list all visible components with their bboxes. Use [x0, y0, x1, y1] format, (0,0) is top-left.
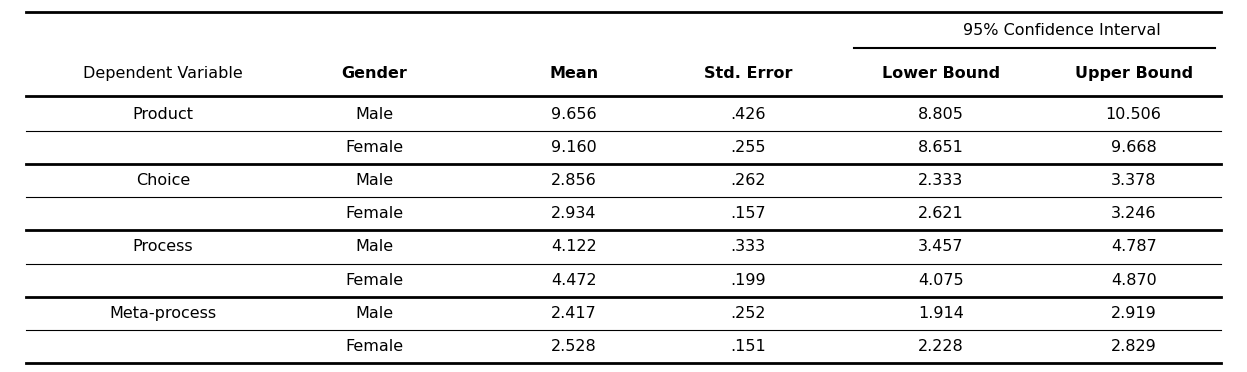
Text: 4.075: 4.075	[918, 273, 964, 288]
Text: Meta-process: Meta-process	[110, 306, 217, 321]
Text: .426: .426	[731, 106, 766, 122]
Text: 10.506: 10.506	[1106, 106, 1161, 122]
Text: 3.378: 3.378	[1111, 173, 1156, 188]
Text: Lower Bound: Lower Bound	[882, 65, 1000, 80]
Text: 2.228: 2.228	[918, 339, 964, 354]
Text: 4.787: 4.787	[1111, 240, 1156, 254]
Text: Male: Male	[355, 306, 394, 321]
Text: Male: Male	[355, 173, 394, 188]
Text: Male: Male	[355, 106, 394, 122]
Text: 95% Confidence Interval: 95% Confidence Interval	[963, 23, 1161, 38]
Text: .151: .151	[729, 339, 766, 354]
Text: Female: Female	[345, 339, 404, 354]
Text: .157: .157	[729, 206, 766, 221]
Text: 2.856: 2.856	[551, 173, 596, 188]
Text: 2.829: 2.829	[1111, 339, 1156, 354]
Text: Std. Error: Std. Error	[703, 65, 792, 80]
Text: Male: Male	[355, 240, 394, 254]
Text: 2.417: 2.417	[551, 306, 596, 321]
Text: Mean: Mean	[549, 65, 599, 80]
Text: Female: Female	[345, 273, 404, 288]
Text: 3.246: 3.246	[1111, 206, 1156, 221]
Text: Upper Bound: Upper Bound	[1075, 65, 1192, 80]
Text: .255: .255	[731, 140, 766, 155]
Text: 2.919: 2.919	[1111, 306, 1156, 321]
Text: 1.914: 1.914	[918, 306, 964, 321]
Text: .199: .199	[729, 273, 766, 288]
Text: .252: .252	[731, 306, 766, 321]
Text: 9.656: 9.656	[551, 106, 596, 122]
Text: Process: Process	[133, 240, 193, 254]
Text: 2.528: 2.528	[551, 339, 596, 354]
Text: 9.160: 9.160	[551, 140, 596, 155]
Text: Female: Female	[345, 140, 404, 155]
Text: 8.651: 8.651	[918, 140, 964, 155]
Text: 2.934: 2.934	[551, 206, 596, 221]
Text: 4.122: 4.122	[551, 240, 596, 254]
Text: .333: .333	[731, 240, 766, 254]
Text: Choice: Choice	[136, 173, 191, 188]
Text: 4.870: 4.870	[1111, 273, 1156, 288]
Text: 8.805: 8.805	[918, 106, 964, 122]
Text: 2.621: 2.621	[918, 206, 964, 221]
Text: Dependent Variable: Dependent Variable	[84, 65, 243, 80]
Text: 2.333: 2.333	[918, 173, 964, 188]
Text: 9.668: 9.668	[1111, 140, 1156, 155]
Text: Gender: Gender	[342, 65, 408, 80]
Text: 3.457: 3.457	[918, 240, 964, 254]
Text: Female: Female	[345, 206, 404, 221]
Text: .262: .262	[731, 173, 766, 188]
Text: Product: Product	[132, 106, 193, 122]
Text: 4.472: 4.472	[551, 273, 596, 288]
